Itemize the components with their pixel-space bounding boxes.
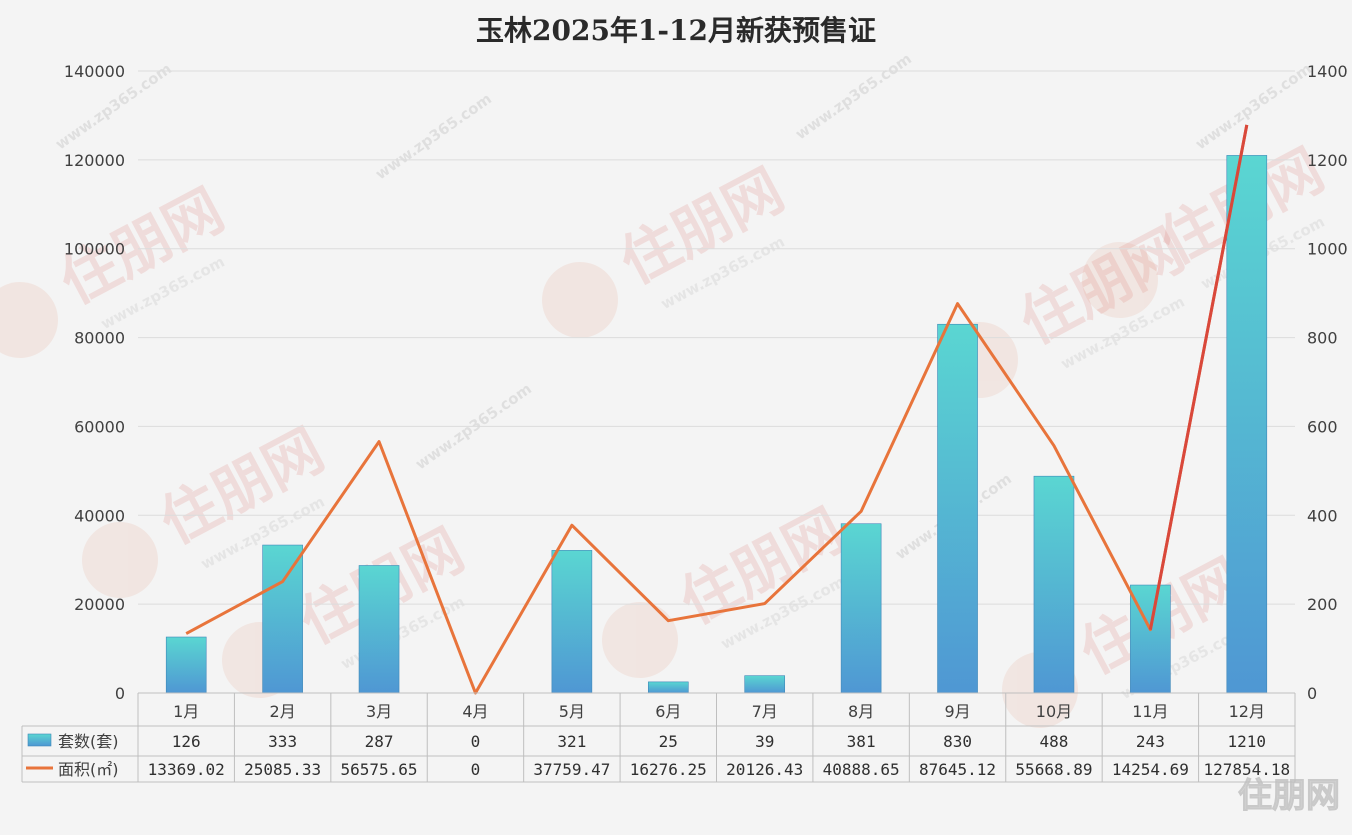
bar: [937, 323, 978, 694]
left-axis-tick-label: 120000: [64, 151, 125, 170]
left-axis-tick-label: 140000: [64, 62, 125, 81]
watermark-mascot-icon: [82, 522, 158, 598]
line-value-cell: 127854.18: [1203, 760, 1290, 779]
right-axis-tick-label: 1200: [1307, 151, 1348, 170]
legend-bar-swatch: [27, 733, 52, 747]
category-label: 7月: [752, 702, 778, 721]
bar: [1226, 155, 1268, 694]
area-line-segment: [1148, 124, 1249, 630]
line-value-cell: 55668.89: [1015, 760, 1092, 779]
line-value-cell: 13369.02: [148, 760, 225, 779]
line-value-cell: 87645.12: [919, 760, 996, 779]
area-line: [185, 124, 1249, 695]
right-axis-tick-label: 600: [1307, 417, 1338, 436]
right-axis-tick-label: 1000: [1307, 240, 1348, 259]
bar: [840, 523, 882, 694]
bar-value-cell: 333: [268, 732, 297, 751]
bar-value-cell: 488: [1040, 732, 1069, 751]
watermark-mascot-icon: [542, 262, 618, 338]
legend-label-line: 面积(㎡): [58, 760, 119, 779]
bar: [1033, 475, 1075, 694]
bar: [551, 550, 593, 694]
category-label: 4月: [462, 702, 488, 721]
bar-value-cell: 39: [755, 732, 774, 751]
line-series: [185, 124, 1249, 695]
gridlines: [138, 70, 1295, 694]
line-value-cell: 40888.65: [823, 760, 900, 779]
category-label: 10月: [1036, 702, 1072, 721]
bar-value-cell: 1210: [1228, 732, 1267, 751]
bar-value-cell: 0: [471, 732, 481, 751]
bar: [358, 565, 400, 694]
line-value-cell: 37759.47: [533, 760, 610, 779]
right-axis-tick-label: 400: [1307, 506, 1338, 525]
line-value-cell: 0: [471, 760, 481, 779]
watermark-site: www.zp365.com: [792, 50, 915, 144]
category-label: 11月: [1132, 702, 1168, 721]
category-label: 5月: [559, 702, 585, 721]
bar-value-cell: 830: [943, 732, 972, 751]
bar-value-cell: 287: [365, 732, 394, 751]
left-axis-tick-label: 0: [115, 684, 125, 703]
left-axis-tick-label: 40000: [74, 506, 125, 525]
bar-value-cell: 243: [1136, 732, 1165, 751]
right-y-axis: 0 200 400 600 800 1000 1200 1400: [1307, 62, 1348, 703]
right-axis-tick-label: 800: [1307, 329, 1338, 348]
line-value-cell: 25085.33: [244, 760, 321, 779]
bar-value-cell: 321: [557, 732, 586, 751]
left-axis-tick-label: 20000: [74, 595, 125, 614]
line-value-cell: 20126.43: [726, 760, 803, 779]
bar: [262, 544, 303, 694]
line-value-cell: 16276.25: [630, 760, 707, 779]
left-axis-tick-label: 80000: [74, 329, 125, 348]
legend-label-bars: 套数(套): [58, 732, 119, 751]
line-value-cell: 14254.69: [1112, 760, 1189, 779]
left-axis-tick-label: 100000: [64, 240, 125, 259]
line-value-cell: 56575.65: [341, 760, 418, 779]
bar: [647, 681, 689, 694]
category-label: 1月: [173, 702, 199, 721]
right-axis-tick-label: 1400: [1307, 62, 1348, 81]
bar: [744, 675, 786, 694]
category-label: 8月: [848, 702, 874, 721]
bar: [165, 636, 207, 694]
category-label: 6月: [655, 702, 681, 721]
watermark-mascot-icon: [602, 602, 678, 678]
category-label: 9月: [944, 702, 970, 721]
watermark-site: www.zp365.com: [372, 90, 495, 184]
watermark-mascot-icon: [1082, 242, 1158, 318]
category-label: 12月: [1229, 702, 1265, 721]
chart-title: 玉林2025年1-12月新获预售证: [476, 14, 876, 47]
bar-value-cell: 25: [659, 732, 678, 751]
category-label: 2月: [270, 702, 296, 721]
bar-value-cell: 381: [847, 732, 876, 751]
bar-value-cell: 126: [172, 732, 201, 751]
right-axis-tick-label: 0: [1307, 684, 1317, 703]
left-y-axis: 0 20000 40000 60000 80000 100000 120000 140000: [64, 62, 125, 703]
right-axis-tick-label: 200: [1307, 595, 1338, 614]
category-label: 3月: [366, 702, 392, 721]
watermark-mascot-icon: [0, 282, 59, 358]
left-axis-tick-label: 60000: [74, 417, 125, 436]
bar-series: [165, 155, 1268, 694]
